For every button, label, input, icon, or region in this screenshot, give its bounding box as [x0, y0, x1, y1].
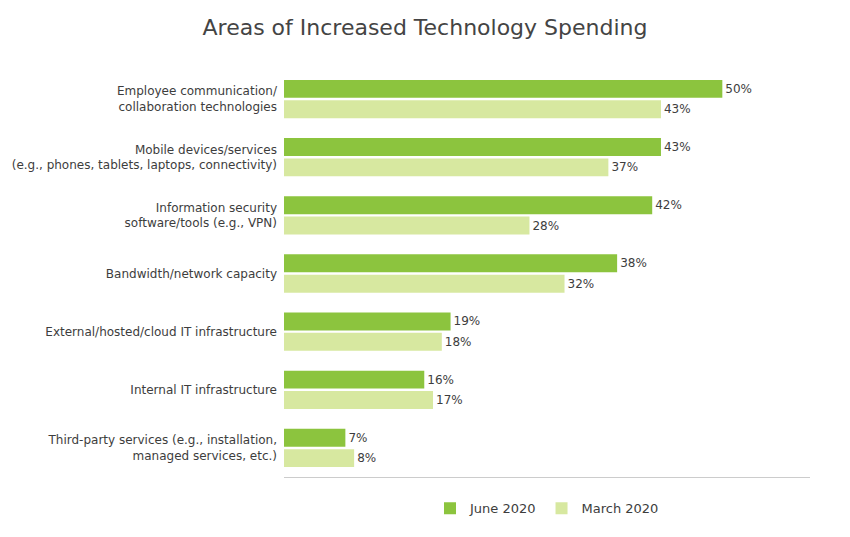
svg-text:19%: 19%: [454, 314, 481, 328]
svg-text:June 2020: June 2020: [469, 501, 536, 516]
svg-text:37%: 37%: [611, 160, 638, 174]
svg-text:42%: 42%: [655, 198, 682, 212]
svg-text:43%: 43%: [664, 140, 691, 154]
svg-text:16%: 16%: [427, 373, 454, 387]
svg-text:March 2020: March 2020: [582, 501, 659, 516]
svg-text:Information securitysoftware/t: Information securitysoftware/tools (e.g.…: [125, 201, 277, 231]
svg-text:Areas of Increased Technology: Areas of Increased Technology Spending: [203, 15, 648, 40]
svg-text:Employee communication/collabo: Employee communication/collaboration tec…: [117, 84, 278, 114]
svg-text:32%: 32%: [568, 277, 595, 291]
svg-text:17%: 17%: [436, 393, 463, 407]
svg-text:50%: 50%: [725, 82, 752, 96]
svg-text:7%: 7%: [348, 431, 367, 445]
svg-text:43%: 43%: [664, 102, 691, 116]
svg-text:28%: 28%: [532, 219, 559, 233]
svg-text:Mobile devices/services(e.g.,: Mobile devices/services(e.g., phones, ta…: [12, 143, 277, 173]
svg-text:Third-party services (e.g., in: Third-party services (e.g., installation…: [47, 433, 277, 463]
svg-text:38%: 38%: [620, 256, 647, 270]
svg-text:External/hosted/cloud IT infra: External/hosted/cloud IT infrastructure: [45, 325, 277, 339]
svg-text:Internal IT infrastructure: Internal IT infrastructure: [130, 383, 277, 397]
svg-text:Bandwidth/network capacity: Bandwidth/network capacity: [106, 267, 277, 281]
svg-text:18%: 18%: [445, 335, 472, 349]
svg-text:8%: 8%: [357, 451, 376, 465]
